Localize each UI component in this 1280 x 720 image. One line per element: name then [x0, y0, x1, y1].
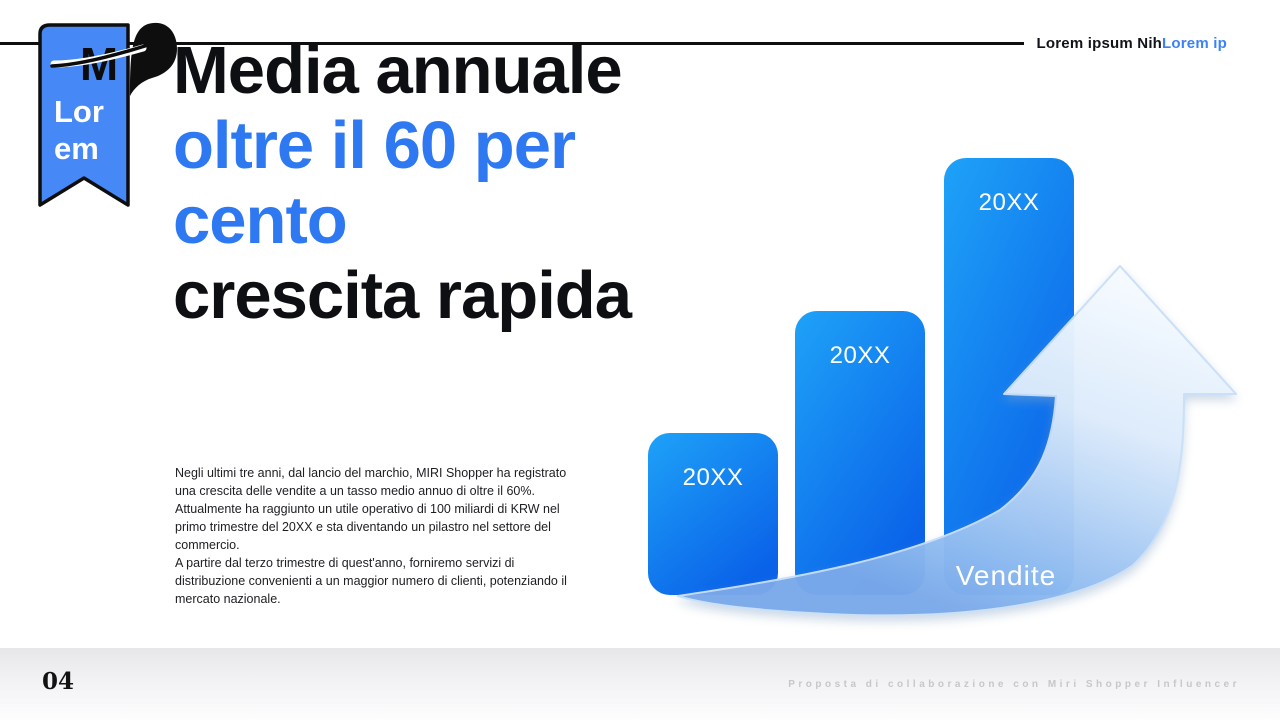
growth-arrow-icon	[677, 265, 1237, 617]
footer-caption: Proposta di collaborazione con Miri Shop…	[788, 679, 1240, 690]
ribbon-curl-icon	[130, 22, 177, 97]
bar-label: 20XX	[830, 342, 891, 369]
bar	[795, 311, 925, 595]
title-line-3: cento	[173, 183, 348, 258]
page-number: 04	[42, 668, 75, 695]
series-label: Vendite	[956, 560, 1056, 591]
body-paragraph: Negli ultimi tre anni, dal lancio del ma…	[175, 466, 567, 498]
bar-label: 20XX	[683, 464, 744, 491]
ribbon-label: Lor em	[54, 94, 113, 166]
body-paragraph: A partire dal terzo trimestre di quest'a…	[175, 556, 567, 606]
bar	[944, 158, 1074, 595]
logo-swoosh-icon	[50, 44, 147, 68]
bookmark-icon	[38, 23, 130, 207]
header-brand-black: Lorem ipsum Nih	[1036, 35, 1163, 52]
title-line-4: crescita rapida	[173, 258, 632, 333]
title-line-1: Media annuale	[173, 33, 623, 108]
header-brand: Lorem ipsum NihLorem ip	[1037, 35, 1227, 52]
bar-group: 20XX 20XX 20XX	[648, 158, 1074, 595]
title-line-2: oltre il 60 per	[173, 108, 576, 183]
header-rule	[0, 42, 1024, 45]
body-paragraph: Attualmente ha raggiunto un utile operat…	[175, 502, 560, 552]
brand-ribbon: M Lor em	[38, 22, 177, 207]
body-text: Negli ultimi tre anni, dal lancio del ma…	[175, 464, 577, 608]
header-brand-blue: Lorem ip	[1162, 35, 1227, 52]
bar	[648, 433, 778, 595]
bar-label: 20XX	[979, 189, 1040, 216]
footer-band	[0, 648, 1280, 720]
page-title: Media annuale oltre il 60 per cento cres…	[173, 33, 632, 333]
